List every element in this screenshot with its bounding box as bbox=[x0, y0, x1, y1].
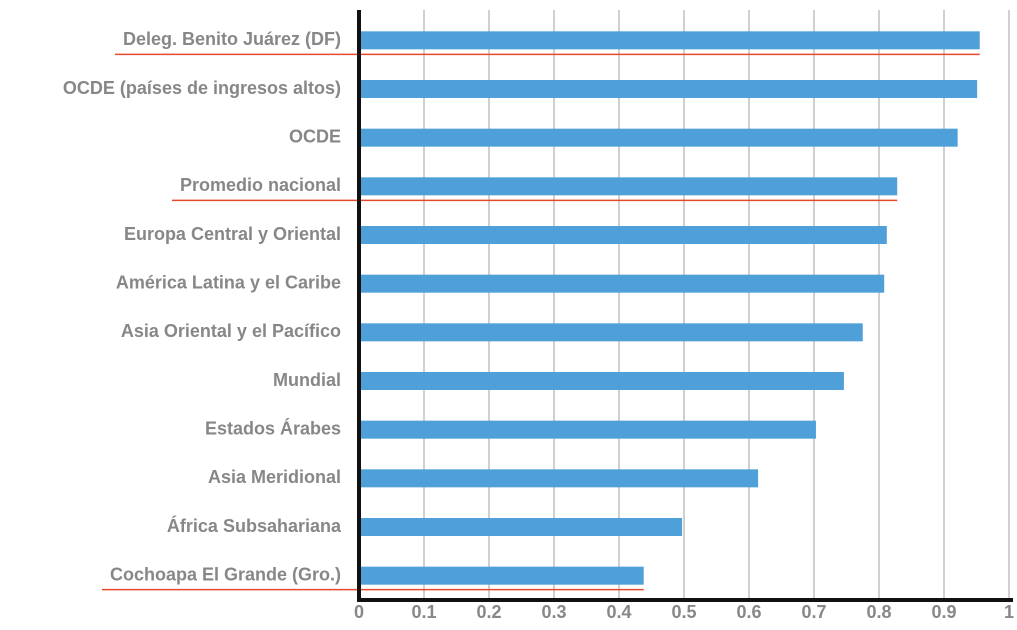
bar bbox=[359, 420, 816, 439]
x-tick-label: 0.2 bbox=[476, 602, 501, 622]
y-tick-label: OCDE (países de ingresos altos) bbox=[63, 78, 341, 98]
x-tick-label: 0.8 bbox=[866, 602, 891, 622]
x-tick-label: 1 bbox=[1004, 602, 1014, 622]
bar bbox=[359, 518, 683, 536]
y-tick-label: Asia Oriental y el Pacífico bbox=[121, 321, 341, 341]
x-tick-label: 0.1 bbox=[411, 602, 436, 622]
y-tick-label: África Subsahariana bbox=[167, 515, 342, 536]
x-tick-label: 0.4 bbox=[606, 602, 631, 622]
bar bbox=[359, 274, 885, 293]
y-tick-label: Deleg. Benito Juárez (DF) bbox=[123, 29, 341, 49]
x-tick-label: 0.7 bbox=[801, 602, 826, 622]
bar bbox=[359, 566, 644, 585]
y-tick-label: Promedio nacional bbox=[180, 175, 341, 195]
bar bbox=[359, 372, 844, 390]
bar bbox=[359, 177, 898, 196]
bar bbox=[359, 31, 980, 50]
x-tick-label: 0 bbox=[354, 602, 364, 622]
y-tick-label: Cochoapa El Grande (Gro.) bbox=[110, 564, 341, 584]
bar bbox=[359, 80, 978, 98]
y-tick-label: Europa Central y Oriental bbox=[124, 224, 341, 244]
bar bbox=[359, 323, 863, 342]
x-tick-label: 0.9 bbox=[931, 602, 956, 622]
y-tick-label: Asia Meridional bbox=[208, 467, 341, 487]
y-tick-label: Mundial bbox=[273, 370, 341, 390]
bar bbox=[359, 226, 887, 244]
bar bbox=[359, 469, 759, 488]
y-tick-label: Estados Árabes bbox=[205, 417, 341, 438]
y-tick-label: América Latina y el Caribe bbox=[116, 272, 341, 292]
x-tick-label: 0.5 bbox=[671, 602, 696, 622]
x-tick-label: 0.3 bbox=[541, 602, 566, 622]
bar bbox=[359, 128, 958, 147]
y-tick-label: OCDE bbox=[289, 126, 341, 146]
x-tick-label: 0.6 bbox=[736, 602, 761, 622]
